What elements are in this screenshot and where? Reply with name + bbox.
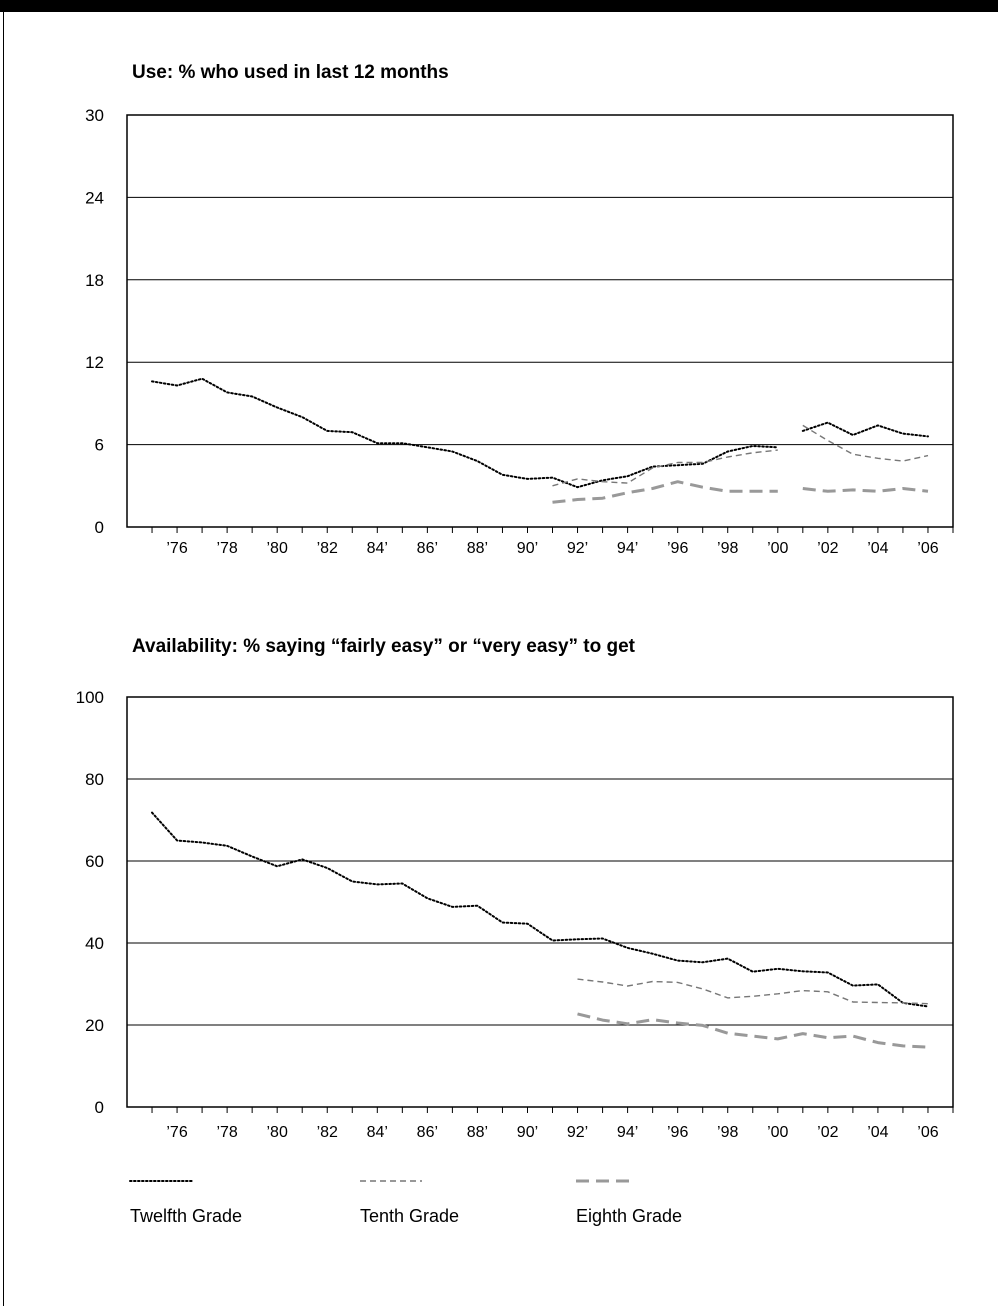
series-line-tenth-grade [577,978,929,1005]
y-tick-label: 40 [85,934,104,953]
x-tick-label: 92’ [567,1124,588,1141]
use-chart: 0 6 12 18 24 30 ’76 ’78 ’80 ’82 84’ 86’ 88’ 90’ 92’ 94’… [85,106,954,557]
chart-title-availability: Availability: % saying “fairly easy” or … [132,636,636,657]
series-line-tenth-grade [552,449,778,487]
series-line-twelfth-grade [801,421,929,438]
series-line-tenth-grade [802,424,929,462]
y-tick-label: 0 [95,1098,104,1117]
legend-label-tenth-grade: Tenth Grade [360,1206,460,1226]
x-tick-label: ’00 [767,540,788,557]
chart-title-use: Use: % who used in last 12 months [132,62,449,83]
availability-chart: 0 20 40 60 80 100 ’76 ’78 ’80 ’82 84’ 86’ 88’ 90’ 92’ 9… [76,688,954,1141]
y-tick-label: 20 [85,1016,104,1035]
x-tick-label: 90’ [517,540,538,557]
x-tick-label: ’04 [867,540,888,557]
x-tick-label: ’98 [717,540,738,557]
x-tick-label: 86’ [417,540,438,557]
y-tick-label: 30 [85,106,104,125]
x-tick-label: ’82 [317,540,338,557]
x-tick-label: ’78 [216,1124,237,1141]
legend-label-eighth-grade: Eighth Grade [576,1206,683,1226]
x-tick-label: 86’ [417,1124,438,1141]
x-tick-label: ’98 [717,1124,738,1141]
y-tick-label: 12 [85,353,104,372]
x-tick-label: ’78 [216,540,237,557]
plot-frame [126,696,954,1108]
y-tick-label: 60 [85,852,104,871]
x-tick-label: 94’ [617,1124,638,1141]
series-line-eighth-grade [552,480,778,504]
y-tick-label: 18 [85,271,104,290]
left-border-rule [3,12,4,1306]
x-tick-label: ’76 [166,540,187,557]
x-tick-label: ’76 [166,1124,187,1141]
x-tick-label: 84’ [367,1124,388,1141]
series-line-eighth-grade [577,1012,929,1049]
y-tick-label: 100 [76,688,104,707]
y-tick-label: 0 [95,518,104,537]
series-line-twelfth-grade [151,811,929,1008]
top-border-bar [0,0,998,12]
series-line-twelfth-grade [151,377,779,489]
legend-label-twelfth-grade: Twelfth Grade [130,1206,243,1226]
x-tick-label: 88’ [467,1124,488,1141]
y-tick-label: 24 [85,188,104,207]
x-tick-label: 94’ [617,540,638,557]
x-tick-label: ’96 [667,1124,688,1141]
x-tick-label: 88’ [467,540,488,557]
x-tick-label: ’80 [267,1124,288,1141]
x-tick-label: ’04 [867,1124,888,1141]
y-tick-label: 80 [85,770,104,789]
plot-frame [126,114,954,528]
y-tick-label: 6 [95,436,104,455]
x-tick-label: ’00 [767,1124,788,1141]
x-tick-label: ’80 [267,540,288,557]
x-tick-label: ’96 [667,540,688,557]
x-tick-label: ’02 [817,1124,838,1141]
x-tick-label: ’06 [917,540,938,557]
x-tick-label: 92’ [567,540,588,557]
x-tick-label: ’06 [917,1124,938,1141]
x-tick-label: 90’ [517,1124,538,1141]
x-tick-label: 84’ [367,540,388,557]
x-tick-label: ’02 [817,540,838,557]
series-line-eighth-grade [802,487,929,493]
x-tick-label: ’82 [317,1124,338,1141]
